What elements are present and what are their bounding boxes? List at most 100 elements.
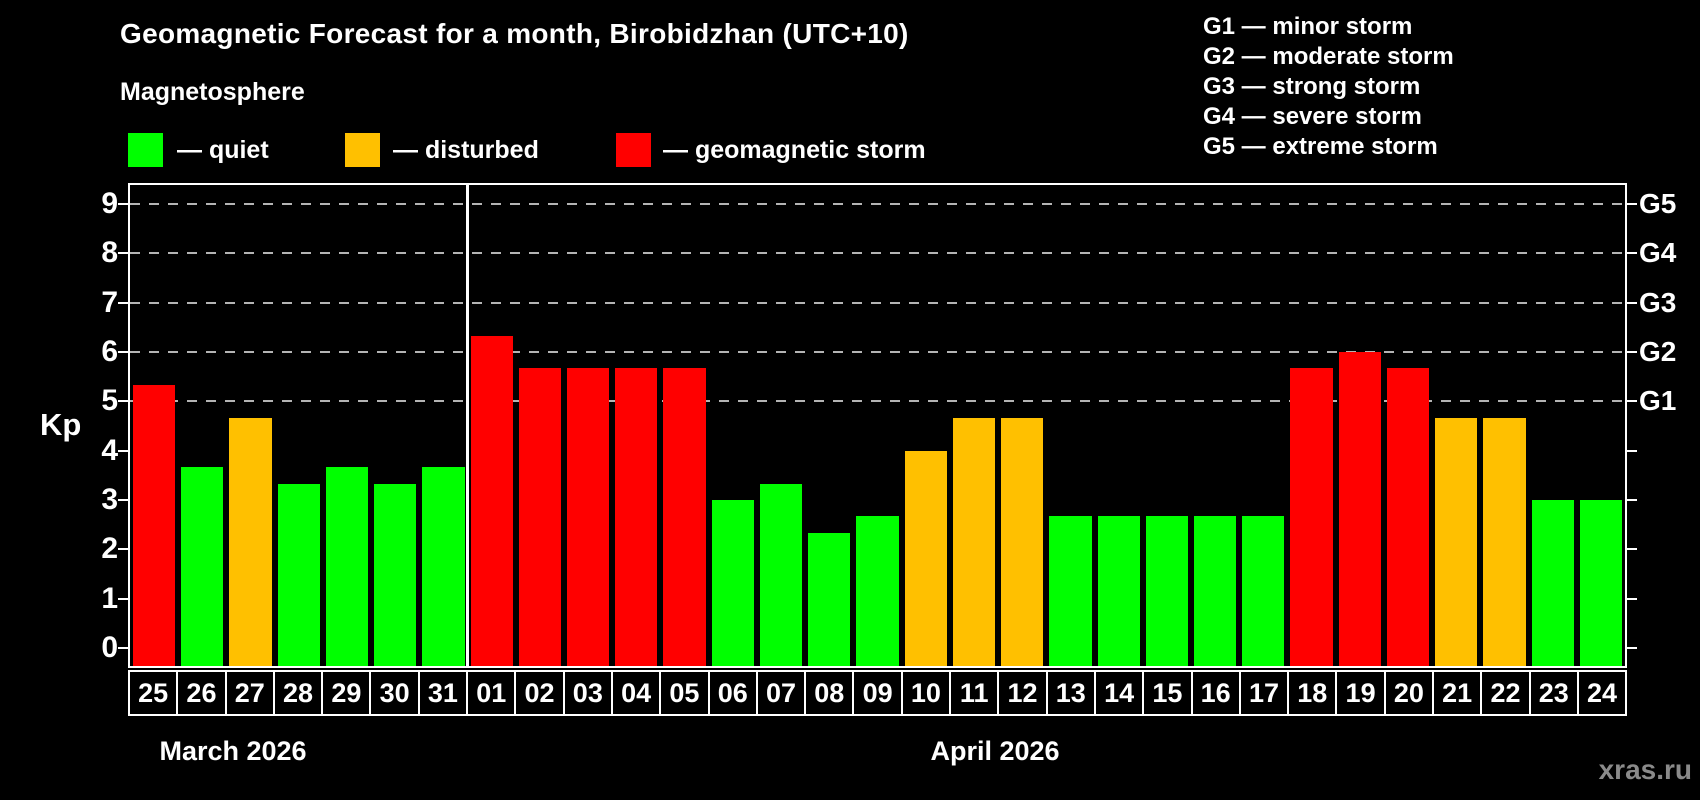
day-cell-16: 16	[1190, 670, 1241, 716]
left-tick-kp-0	[118, 647, 128, 649]
kp-bar-day-29	[325, 466, 369, 666]
day-cell-05: 05	[659, 670, 710, 716]
day-cell-19: 19	[1335, 670, 1386, 716]
day-cell-28: 28	[272, 670, 324, 716]
watermark: xras.ru	[1598, 754, 1692, 785]
y-tick-label-2: 2	[101, 532, 118, 566]
kp-bar-day-19	[1338, 352, 1381, 666]
day-cell-14: 14	[1093, 670, 1145, 716]
kp-bar-day-31	[422, 466, 465, 666]
kp-bar-day-24	[1579, 500, 1622, 666]
kp-bar-day-30	[374, 483, 417, 666]
y-tick-label-7: 7	[101, 285, 118, 319]
chart-title: Geomagnetic Forecast for a month, Birobi…	[120, 18, 909, 49]
day-axis-row: 25 26 27 28 29 30 31 01 02 03 04 05 06 07 08 09 10 11 12 13…	[128, 670, 1628, 716]
right-tick-kp-3	[1627, 499, 1637, 501]
kp-bar-day-09	[856, 516, 899, 666]
day-cell-04: 04	[610, 670, 662, 716]
day-cell-27: 27	[224, 670, 275, 716]
g-legend-line-g2: G2 — moderate storm	[1203, 43, 1454, 70]
day-cell-24: 24	[1576, 670, 1628, 716]
y-tick-label-4: 4	[101, 433, 118, 467]
kp-bar-day-12	[1001, 417, 1044, 666]
kp-bar-day-18	[1290, 368, 1333, 666]
day-cell-23: 23	[1528, 670, 1579, 716]
kp-bar-day-05	[663, 368, 706, 666]
kp-bar-day-10	[904, 450, 947, 666]
left-tick-kp-8	[118, 252, 128, 255]
kp-bar-day-01	[470, 335, 513, 666]
right-axis-label-g5: G5	[1639, 188, 1677, 219]
day-cell-18: 18	[1287, 670, 1338, 716]
day-cell-30: 30	[369, 670, 420, 716]
kp-bar-day-06	[711, 500, 754, 666]
right-axis-label-g2: G2	[1639, 336, 1677, 367]
day-cell-10: 10	[900, 670, 952, 716]
left-tick-kp-3	[118, 499, 128, 501]
left-tick-kp-4	[118, 449, 128, 452]
kp-bar-day-22	[1483, 417, 1526, 666]
y-tick-label-5: 5	[101, 384, 118, 418]
day-cell-17: 17	[1238, 670, 1290, 716]
day-cell-15: 15	[1142, 670, 1193, 716]
day-cell-13: 13	[1045, 670, 1096, 716]
y-axis-title: Kp	[40, 407, 82, 442]
right-tick-kp-7	[1627, 301, 1637, 304]
kp-bar-day-14	[1097, 516, 1140, 666]
y-tick-label-9: 9	[101, 187, 118, 220]
day-cell-02: 02	[514, 670, 565, 716]
right-tick-kp-4	[1627, 449, 1637, 452]
grid-line-kp-7	[130, 301, 1625, 304]
grid-line-kp-5	[130, 400, 1625, 403]
kp-bar-day-13	[1049, 516, 1092, 666]
day-cell-03: 03	[562, 670, 613, 716]
kp-bar-day-25	[133, 385, 176, 666]
right-tick-kp-0	[1627, 647, 1637, 649]
right-axis-label-g1: G1	[1639, 385, 1677, 417]
kp-bar-day-20	[1386, 368, 1430, 666]
kp-bar-day-21	[1435, 417, 1478, 666]
y-tick-label-6: 6	[101, 335, 118, 368]
g-legend-line-g3: G3 — strong storm	[1203, 73, 1421, 100]
legend-quiet-swatch	[128, 133, 163, 167]
day-cell-01: 01	[466, 670, 517, 716]
left-tick-kp-5	[118, 400, 128, 403]
kp-bar-day-28	[277, 483, 320, 666]
kp-bar-day-17	[1242, 516, 1285, 666]
kp-bar-day-15	[1145, 516, 1188, 666]
g-legend-line-g4: G4 — severe storm	[1203, 103, 1422, 130]
left-tick-kp-2	[118, 548, 128, 551]
day-cell-07: 07	[755, 670, 807, 716]
magnetosphere-label: Magnetosphere	[120, 78, 305, 106]
legend-storm-swatch	[616, 133, 651, 167]
day-cell-08: 08	[804, 670, 855, 716]
left-tick-kp-1	[118, 597, 128, 600]
day-cell-29: 29	[321, 670, 372, 716]
left-tick-kp-7	[118, 301, 128, 304]
y-tick-label-8: 8	[101, 236, 118, 270]
day-cell-31: 31	[417, 670, 469, 716]
right-axis-label-g3: G3	[1639, 286, 1677, 318]
kp-bar-day-04	[615, 368, 658, 666]
day-cell-21: 21	[1432, 670, 1483, 716]
day-cell-11: 11	[949, 670, 1000, 716]
day-cell-22: 22	[1480, 670, 1531, 716]
day-cell-20: 20	[1383, 670, 1435, 716]
month-label-april: April 2026	[930, 736, 1060, 766]
plot-area	[118, 183, 1637, 668]
kp-bar-day-23	[1531, 500, 1574, 666]
grid-line-kp-8	[130, 252, 1625, 255]
grid-line-kp-9	[130, 203, 1625, 205]
legend-storm-label: — geomagnetic storm	[663, 136, 926, 164]
left-tick-kp-9	[118, 203, 128, 205]
legend-disturbed-swatch	[345, 133, 380, 167]
kp-bar-day-11	[952, 417, 996, 666]
kp-bar-day-02	[518, 368, 562, 666]
right-axis-label-g4: G4	[1639, 237, 1677, 269]
legend-quiet-label: — quiet	[177, 136, 269, 164]
kp-bar-day-03	[567, 368, 610, 666]
kp-bar-day-27	[229, 417, 272, 666]
kp-bar-day-16	[1193, 516, 1237, 666]
right-tick-kp-1	[1627, 597, 1637, 600]
